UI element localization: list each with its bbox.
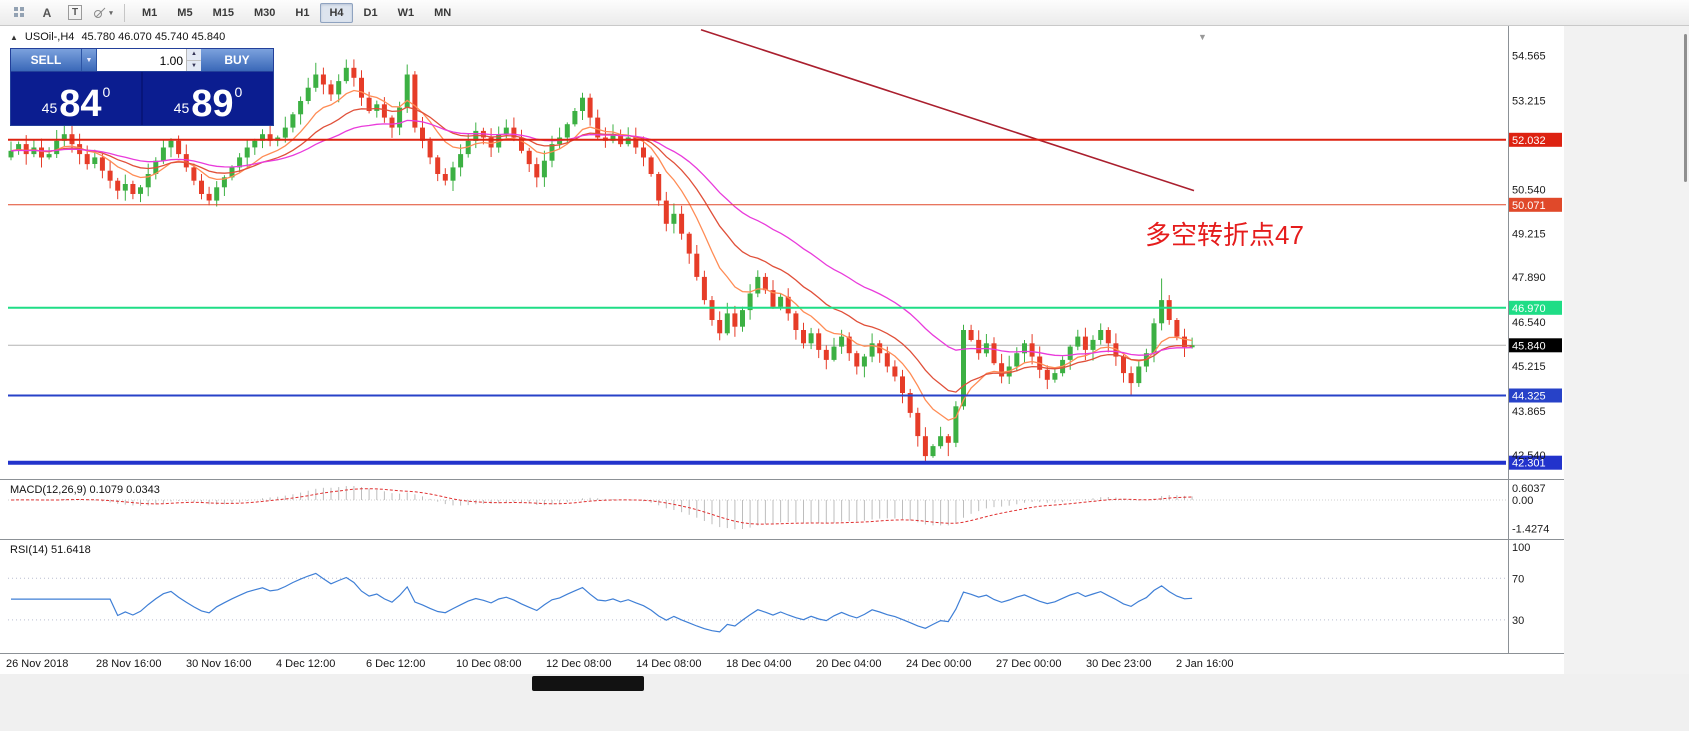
bid-price-small: 45: [41, 100, 58, 116]
rsi-canvas: 100 70 30: [0, 539, 1564, 653]
bid-price[interactable]: 45 84 0: [11, 72, 141, 125]
time-axis[interactable]: 26 Nov 2018 28 Nov 16:00 30 Nov 16:00 4 Dec…: [0, 653, 1564, 674]
volume-value[interactable]: 1.00: [159, 54, 183, 68]
letter-t-label: T: [67, 5, 83, 20]
volume-spinner: ▲ ▼: [186, 49, 201, 71]
svg-text:100: 100: [1512, 542, 1530, 554]
svg-text:46.540: 46.540: [1512, 317, 1546, 329]
timeframe-m30[interactable]: M30: [253, 6, 276, 19]
trade-panel-controls: SELL ▼ 1.00 ▲ ▼ BUY: [11, 49, 273, 72]
one-click-trading-panel: SELL ▼ 1.00 ▲ ▼ BUY 45 84 0 45 89 0: [10, 48, 274, 126]
time-label: 30 Dec 23:00: [1086, 658, 1152, 670]
svg-text:0.00: 0.00: [1512, 495, 1533, 507]
svg-text:46.970: 46.970: [1512, 303, 1546, 315]
svg-text:49.215: 49.215: [1512, 228, 1546, 240]
svg-text:-1.4274: -1.4274: [1512, 524, 1549, 536]
timeframe-mn[interactable]: MN: [434, 6, 452, 19]
timeframe-group: M1 M5 M15 M30 H1 H4 D1 W1 MN: [132, 2, 461, 23]
ohlc-readout: 45.780 46.070 45.740 45.840: [81, 31, 226, 43]
symbol-period-label: USOil-,H4: [24, 31, 75, 43]
arrow-text-tool-icon[interactable]: A: [34, 2, 60, 24]
macd-label: MACD(12,26,9) 0.1079 0.0343: [10, 484, 160, 496]
bottom-strip: [0, 674, 1689, 731]
time-label: 10 Dec 08:00: [456, 658, 522, 670]
shapes-tool-icon[interactable]: ▾: [90, 2, 116, 24]
grid-icon[interactable]: [6, 2, 32, 24]
volume-field[interactable]: 1.00 ▲ ▼: [97, 49, 201, 71]
timeframe-h4[interactable]: H4: [320, 2, 353, 23]
svg-text:多空转折点47: 多空转折点47: [1145, 220, 1304, 250]
svg-text:50.540: 50.540: [1512, 184, 1546, 196]
svg-text:42.301: 42.301: [1512, 458, 1546, 470]
time-label: 12 Dec 08:00: [546, 658, 612, 670]
timeframe-h1[interactable]: H1: [295, 6, 310, 19]
volume-increase-button[interactable]: ▲: [187, 49, 201, 61]
volume-decrease-button[interactable]: ▼: [187, 60, 201, 71]
time-label: 4 Dec 12:00: [276, 658, 336, 670]
toolbar-separator: [124, 3, 125, 22]
svg-text:0.6037: 0.6037: [1512, 483, 1546, 495]
chart-info-line: ▲ USOil-,H4 45.780 46.070 45.740 45.840: [10, 31, 225, 43]
svg-text:54.565: 54.565: [1512, 51, 1546, 63]
time-label: 27 Dec 00:00: [996, 658, 1062, 670]
time-label: 24 Dec 00:00: [906, 658, 972, 670]
timeframe-m5[interactable]: M5: [177, 6, 193, 19]
svg-text:30: 30: [1512, 615, 1524, 627]
vertical-scrollbar[interactable]: [1684, 34, 1687, 182]
time-label: 26 Nov 2018: [6, 658, 69, 670]
svg-text:▼: ▼: [1198, 32, 1207, 42]
time-label: 2 Jan 16:00: [1176, 658, 1234, 670]
toolbar: A T ▾ M1 M5 M15 M30 H1 H4 D1 W1 MN: [0, 0, 1689, 26]
time-label: 18 Dec 04:00: [726, 658, 792, 670]
svg-text:70: 70: [1512, 573, 1524, 585]
time-label: 14 Dec 08:00: [636, 658, 702, 670]
time-label: 20 Dec 04:00: [816, 658, 882, 670]
svg-text:52.032: 52.032: [1512, 135, 1546, 147]
rsi-label: RSI(14) 51.6418: [10, 544, 91, 556]
svg-text:47.890: 47.890: [1512, 272, 1546, 284]
letter-a-label: A: [42, 5, 52, 20]
buy-button[interactable]: BUY: [201, 49, 273, 71]
text-label-tool-icon[interactable]: T: [62, 2, 88, 24]
svg-text:45.840: 45.840: [1512, 340, 1546, 352]
ask-price-small: 45: [173, 100, 190, 116]
trade-panel-prices: 45 84 0 45 89 0: [11, 72, 273, 125]
rsi-panel[interactable]: 100 70 30 RSI(14) 51.6418: [0, 539, 1564, 653]
timeframe-m1[interactable]: M1: [142, 6, 158, 19]
svg-text:43.865: 43.865: [1512, 406, 1546, 418]
svg-text:44.325: 44.325: [1512, 391, 1546, 403]
svg-text:42.540: 42.540: [1512, 450, 1546, 462]
caret-down-icon: ▾: [109, 9, 113, 17]
bid-price-big: 84: [59, 82, 102, 125]
grid-icon-glyph: [13, 7, 24, 17]
sell-button[interactable]: SELL: [11, 49, 81, 71]
macd-panel[interactable]: 0.6037 0.00 -1.4274 MACD(12,26,9) 0.1079 0…: [0, 479, 1564, 539]
time-label: 28 Nov 16:00: [96, 658, 162, 670]
timeframe-m15[interactable]: M15: [212, 6, 234, 19]
svg-text:53.215: 53.215: [1512, 96, 1546, 108]
ask-price-sup: 0: [234, 84, 243, 100]
ask-price[interactable]: 45 89 0: [143, 72, 273, 125]
svg-text:50.071: 50.071: [1512, 200, 1546, 212]
volume-dropdown-button[interactable]: ▼: [81, 49, 97, 71]
time-label: 30 Nov 16:00: [186, 658, 252, 670]
main-chart-canvas[interactable]: 52.032 50.071 46.970 44.325 42.301 45.840 54.5…: [0, 26, 1564, 479]
timeframe-d1[interactable]: D1: [363, 6, 378, 19]
time-label: 6 Dec 12:00: [366, 658, 426, 670]
timeframe-w1[interactable]: W1: [397, 6, 415, 19]
taskbar-fragment: [532, 676, 644, 691]
price-divider: [141, 72, 143, 125]
ask-price-big: 89: [191, 82, 234, 125]
caret-down-icon: ▼: [85, 56, 93, 64]
shapes-icon-glyph: [94, 7, 106, 18]
svg-text:45.215: 45.215: [1512, 361, 1546, 373]
chart-marker-icon: ▲: [10, 32, 18, 42]
bid-price-sup: 0: [102, 84, 111, 100]
